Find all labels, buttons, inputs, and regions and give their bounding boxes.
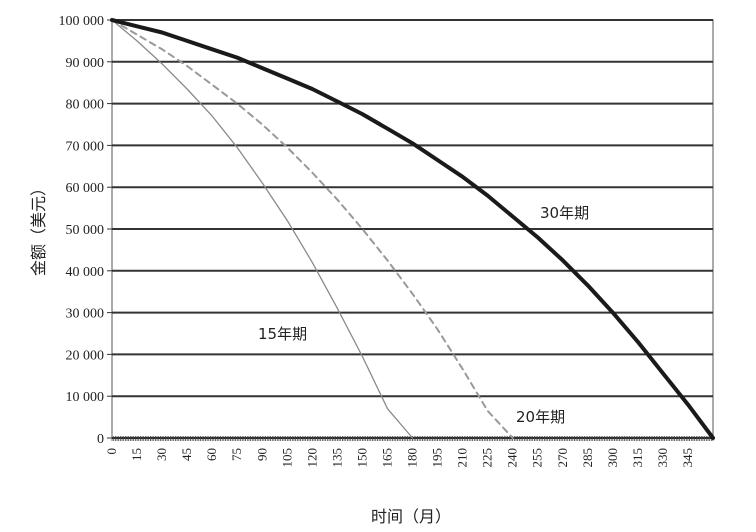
- y-tick-label: 90 000: [66, 56, 105, 71]
- series-line-2: [110, 18, 715, 440]
- x-tick-label: 30: [154, 448, 169, 461]
- x-tick-label: 90: [254, 448, 269, 461]
- x-tick-label: 330: [655, 448, 670, 468]
- series-line-0: [111, 19, 414, 439]
- x-tick-label: 0: [104, 448, 119, 455]
- y-axis-title: 金额（美元）: [29, 180, 48, 276]
- x-tick-label: 255: [530, 448, 545, 468]
- y-tick-label: 20 000: [66, 348, 105, 363]
- x-axis-ticks: 0 15 30 45 60 75 90 105 120 135 150 165 180 195 210 225…: [104, 436, 714, 468]
- x-tick-label: 270: [555, 448, 570, 468]
- x-tick-label: 195: [430, 448, 445, 468]
- x-tick-label: 15: [129, 448, 144, 461]
- x-tick-label: 180: [405, 448, 420, 468]
- x-tick-label: 285: [580, 448, 595, 468]
- y-tick-label: 30 000: [66, 307, 105, 322]
- x-tick-label: 345: [680, 448, 695, 468]
- x-tick-label: 120: [304, 448, 319, 468]
- x-tick-label: 75: [229, 448, 244, 461]
- y-tick-label: 80 000: [66, 98, 105, 113]
- x-tick-label: 135: [329, 448, 344, 468]
- series-line-1: [111, 19, 514, 439]
- x-tick-label: 165: [379, 448, 394, 468]
- x-tick-label: 210: [455, 448, 470, 468]
- x-tick-label: 105: [279, 448, 294, 468]
- x-axis-title: 时间（月）: [371, 507, 451, 526]
- x-tick-label: 225: [480, 448, 495, 468]
- y-tick-label: 0: [97, 432, 104, 447]
- x-tick-label: 60: [204, 448, 219, 461]
- y-tick-label: 40 000: [66, 265, 105, 280]
- grid: [111, 19, 714, 439]
- y-tick-label: 70 000: [66, 139, 105, 154]
- y-tick-label: 50 000: [66, 223, 105, 238]
- y-tick-label: 100 000: [59, 14, 105, 29]
- series-lines: [110, 18, 715, 440]
- y-axis-ticks: 0 10 000 20 000 30 000 40 000 50 000 60 000 70 …: [59, 14, 112, 447]
- series-label-30yr: 30年期: [540, 204, 589, 222]
- series-label-20yr: 20年期: [516, 408, 565, 426]
- y-tick-label: 10 000: [66, 390, 105, 405]
- x-tick-label: 240: [505, 448, 520, 468]
- x-tick-label: 300: [605, 448, 620, 468]
- series-label-15yr: 15年期: [258, 325, 307, 343]
- x-tick-label: 315: [630, 448, 645, 468]
- y-tick-label: 60 000: [66, 181, 105, 196]
- x-tick-label: 150: [354, 448, 369, 468]
- x-tick-label: 45: [179, 448, 194, 461]
